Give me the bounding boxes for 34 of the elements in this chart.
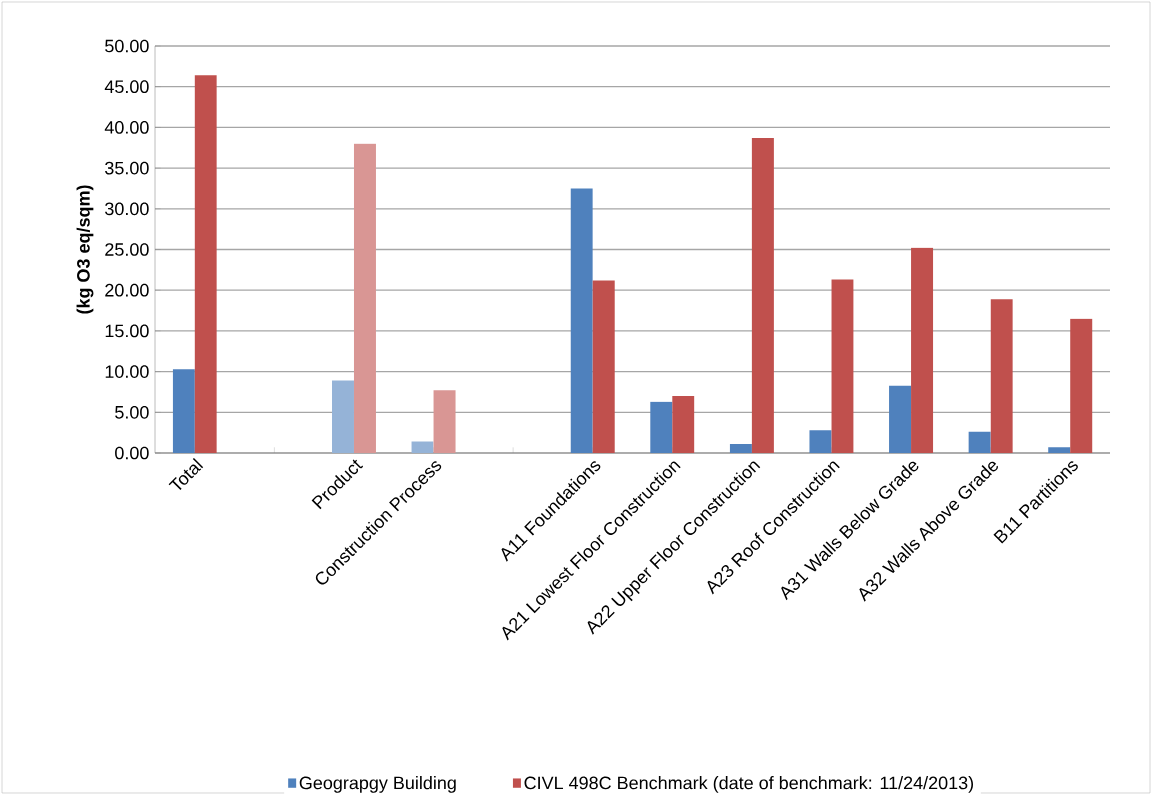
bar	[1048, 447, 1071, 454]
y-tick-label: 15.00	[105, 324, 149, 338]
bar	[194, 75, 217, 454]
y-tick-label: 5.00	[115, 406, 149, 419]
bar	[353, 143, 376, 454]
y-tick-label: 30.00	[105, 202, 149, 216]
bar	[433, 390, 456, 454]
bar	[1070, 318, 1093, 454]
bar	[968, 431, 991, 454]
bar	[889, 385, 912, 454]
bar	[650, 401, 673, 454]
y-tick-label: 25.00	[105, 243, 149, 256]
legend-label: CIVL 498C Benchmark (date of benchmark: 11/24/2013)	[524, 776, 974, 793]
y-tick-label: 45.00	[104, 80, 149, 94]
y-tick-label: 40.00	[104, 121, 149, 134]
bar	[672, 396, 695, 454]
bar	[729, 444, 752, 454]
bar	[411, 441, 434, 454]
bar	[331, 380, 354, 454]
y-tick-label: 20.00	[105, 283, 149, 297]
y-tick-label: 10.00	[105, 365, 149, 379]
y-tick-label: 35.00	[105, 161, 149, 175]
legend-label: Geograpgy Building	[299, 776, 456, 793]
bar	[911, 247, 934, 454]
bar	[172, 369, 195, 454]
bar	[592, 280, 615, 454]
bar	[809, 430, 832, 454]
y-tick-label: 50.00	[105, 39, 149, 53]
y-axis-title: (kg O3 eq/sqm)	[76, 185, 94, 314]
bar	[831, 279, 854, 454]
bar	[570, 188, 593, 454]
bar	[990, 299, 1013, 454]
bar	[751, 138, 774, 454]
y-tick-label: 0.00	[115, 446, 149, 460]
